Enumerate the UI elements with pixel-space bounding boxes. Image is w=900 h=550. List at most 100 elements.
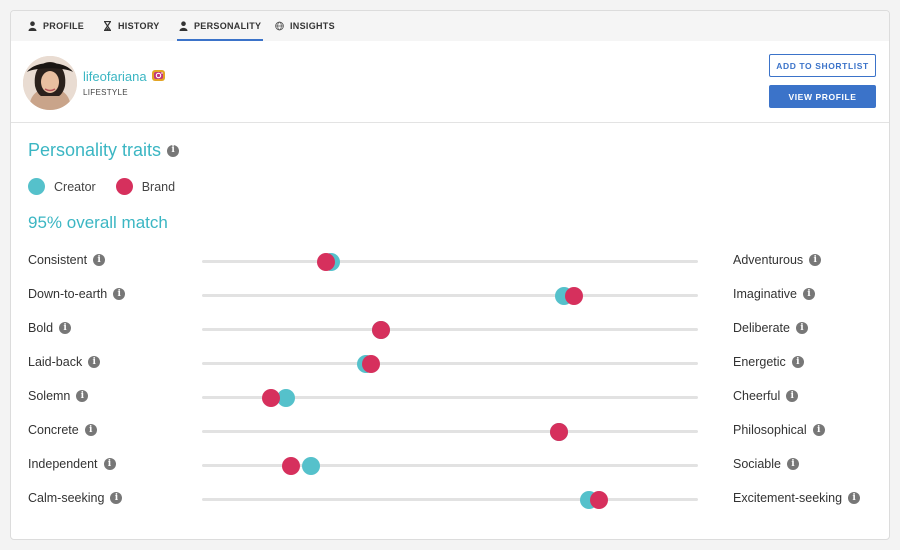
creator-marker — [277, 388, 296, 407]
trait-right-label: Deliberate i — [733, 321, 808, 335]
trait-left-text: Independent — [28, 457, 98, 471]
trait-right-label: Imaginative i — [733, 287, 815, 301]
info-icon[interactable]: i — [110, 492, 123, 504]
trait-right-text: Adventurous — [733, 253, 804, 267]
creator-dot — [28, 178, 45, 195]
trait-left-text: Consistent — [28, 253, 88, 267]
trait-right-label: Cheerful i — [733, 389, 799, 403]
trait-row: Bold i Deliberate i — [11, 319, 889, 339]
trait-left-text: Calm-seeking — [28, 491, 105, 505]
add-to-shortlist-button[interactable]: ADD TO SHORTLIST — [769, 54, 876, 77]
info-icon[interactable]: i — [812, 424, 825, 436]
info-icon[interactable]: i — [113, 288, 126, 300]
trait-row: Independent i Sociable i — [11, 455, 889, 475]
trait-left-label: Bold i — [28, 321, 72, 335]
trait-left-text: Laid-back — [28, 355, 83, 369]
info-icon[interactable]: i — [76, 390, 89, 402]
profile-category: LIFESTYLE — [83, 88, 128, 97]
info-icon[interactable]: i — [809, 254, 822, 266]
trait-right-label: Adventurous i — [733, 253, 822, 267]
tab-insights[interactable]: INSIGHTS — [275, 11, 335, 41]
trait-slider-track — [202, 422, 698, 441]
trait-slider-track — [202, 320, 698, 339]
tab-history-label: HISTORY — [118, 21, 160, 31]
section-title-text: Personality traits — [28, 140, 162, 160]
trait-row: Solemn i Cheerful i — [11, 387, 889, 407]
legend-item-brand: Brand — [115, 178, 175, 195]
trait-right-label: Sociable i — [733, 457, 799, 471]
brand-marker — [371, 320, 390, 339]
info-icon[interactable]: i — [88, 356, 101, 368]
tab-profile-label: PROFILE — [43, 21, 85, 31]
trait-left-label: Consistent i — [28, 253, 106, 267]
trait-row: Down-to-earth i Imaginative i — [11, 285, 889, 305]
trait-slider-track — [202, 286, 698, 305]
trait-right-text: Imaginative — [733, 287, 797, 301]
instagram-icon — [151, 68, 167, 85]
info-icon[interactable]: i — [786, 390, 799, 402]
brand-marker — [589, 490, 608, 509]
trait-left-label: Concrete i — [28, 423, 97, 437]
profile-card: PROFILE HISTORY PERSONALITY INSIGHTS — [10, 10, 890, 540]
trait-left-label: Calm-seeking i — [28, 491, 123, 505]
trait-left-label: Down-to-earth i — [28, 287, 126, 301]
info-icon[interactable]: i — [93, 254, 106, 266]
trait-right-label: Excitement-seeking i — [733, 491, 861, 505]
brand-marker — [282, 456, 301, 475]
info-icon[interactable]: i — [848, 492, 861, 504]
trait-slider-track — [202, 252, 698, 271]
trait-right-text: Excitement-seeking — [733, 491, 843, 505]
legend-creator-label: Creator — [54, 179, 96, 194]
creator-marker — [302, 456, 321, 475]
info-icon[interactable]: i — [84, 424, 97, 436]
info-icon[interactable]: i — [802, 288, 815, 300]
trait-left-label: Laid-back i — [28, 355, 101, 369]
trait-left-text: Bold — [28, 321, 54, 335]
info-icon[interactable]: i — [59, 322, 72, 334]
tab-personality-label: PERSONALITY — [194, 21, 262, 31]
info-icon[interactable]: i — [795, 322, 808, 334]
info-icon[interactable]: i — [167, 144, 180, 157]
username-text: lifeofariana — [83, 69, 147, 84]
brand-marker — [550, 422, 569, 441]
section-title: Personality traits i — [28, 140, 180, 161]
trait-row: Consistent i Adventurous i — [11, 251, 889, 271]
trait-slider-track — [202, 456, 698, 475]
trait-row: Laid-back i Energetic i — [11, 353, 889, 373]
trait-right-label: Energetic i — [733, 355, 804, 369]
trait-row: Concrete i Philosophical i — [11, 421, 889, 441]
brand-marker — [262, 388, 281, 407]
trait-row: Calm-seeking i Excitement-seeking i — [11, 489, 889, 509]
person-icon — [179, 21, 188, 32]
trait-right-text: Energetic — [733, 355, 786, 369]
trait-left-text: Concrete — [28, 423, 79, 437]
trait-left-label: Solemn i — [28, 389, 89, 403]
brand-marker — [361, 354, 380, 373]
trait-right-text: Deliberate — [733, 321, 790, 335]
trait-slider-track — [202, 354, 698, 373]
trait-slider-track — [202, 490, 698, 509]
info-icon[interactable]: i — [786, 458, 799, 470]
info-icon[interactable]: i — [103, 458, 116, 470]
tab-profile[interactable]: PROFILE — [28, 11, 84, 41]
trait-slider-track — [202, 388, 698, 407]
hourglass-icon — [103, 21, 112, 32]
tab-history[interactable]: HISTORY — [103, 11, 160, 41]
profile-username[interactable]: lifeofariana — [83, 68, 167, 85]
tab-insights-label: INSIGHTS — [290, 21, 335, 31]
view-profile-button[interactable]: VIEW PROFILE — [769, 85, 876, 108]
trait-right-text: Cheerful — [733, 389, 781, 403]
avatar[interactable] — [23, 56, 77, 110]
tab-bar: PROFILE HISTORY PERSONALITY INSIGHTS — [11, 11, 889, 41]
globe-icon — [275, 21, 284, 32]
legend-item-creator: Creator — [28, 178, 96, 195]
brand-dot — [115, 178, 133, 195]
overall-match: 95% overall match — [28, 213, 168, 232]
profile-header: lifeofariana LIFESTYLE ADD TO SHORTLIST … — [11, 41, 889, 123]
info-icon[interactable]: i — [791, 356, 804, 368]
tab-personality[interactable]: PERSONALITY — [176, 11, 264, 41]
trait-right-text: Sociable — [733, 457, 781, 471]
trait-right-text: Philosophical — [733, 423, 807, 437]
trait-right-label: Philosophical i — [733, 423, 825, 437]
brand-marker — [565, 286, 583, 305]
